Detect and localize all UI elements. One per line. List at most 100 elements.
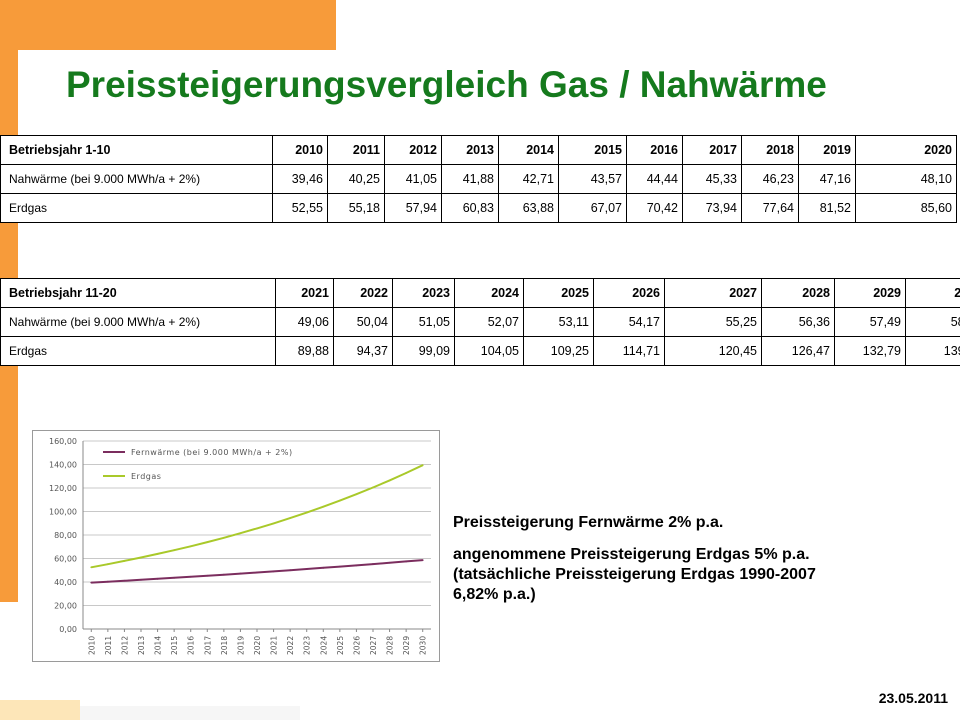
x-tick-label: 2012 [120,636,129,655]
y-tick-label: 120,00 [49,484,77,493]
value-cell: 43,57 [559,165,627,194]
data-point [389,479,391,481]
year-header-cell: 2019 [799,136,856,165]
x-tick-label: 2025 [336,636,345,655]
y-tick-label: 160,00 [49,437,77,446]
data-point [322,567,324,569]
year-header-cell: 2011 [328,136,385,165]
data-point [372,563,374,565]
data-point [223,537,225,539]
value-cell: 44,44 [627,165,683,194]
year-header-cell: 2022 [334,279,393,308]
x-tick-label: 2028 [386,636,395,655]
footer-decor-strip [80,706,300,720]
data-point [256,572,258,574]
value-cell: 53,11 [524,308,594,337]
x-tick-label: 2010 [87,636,96,655]
x-tick-label: 2019 [236,636,245,655]
price-table-years-1-10: Betriebsjahr 1-10 2010 2011 2012 2013 2014 201… [0,135,957,223]
value-cell: 67,07 [559,194,627,223]
x-tick-label: 2013 [137,636,146,655]
data-point [306,512,308,514]
data-point [256,528,258,530]
data-point [190,576,192,578]
date-label: 23.05.2011 [879,690,948,706]
table-row: Erdgas 89,88 94,37 99,09 104,05 109,25 114,71 1… [1,337,960,366]
value-cell: 120,45 [665,337,762,366]
year-header-cell: 2027 [665,279,762,308]
x-tick-label: 2030 [419,636,428,655]
data-point [90,566,92,568]
value-cell: 55,18 [328,194,385,223]
table-row: Nahwärme (bei 9.000 MWh/a + 2%) 39,46 40,2… [1,165,957,194]
value-cell: 132,79 [835,337,906,366]
data-point [289,517,291,519]
y-tick-label: 100,00 [49,508,77,517]
row-label: Nahwärme (bei 9.000 MWh/a + 2%) [1,308,276,337]
year-header-cell: 2029 [835,279,906,308]
value-cell: 85,60 [856,194,957,223]
x-tick-label: 2024 [319,636,328,655]
value-cell: 94,37 [334,337,393,366]
data-point [124,580,126,582]
row-label: Erdgas [1,337,276,366]
data-point [140,579,142,581]
note-fernwaerme: Preissteigerung Fernwärme 2% p.a. [453,513,953,533]
data-point [372,487,374,489]
row-label: Nahwärme (bei 9.000 MWh/a + 2%) [1,165,273,194]
data-point [124,560,126,562]
y-tick-label: 0,00 [59,625,77,634]
data-point [389,562,391,564]
legend-label: Fernwärme (bei 9.000 MWh/a + 2%) [131,448,293,457]
table-header-row: Betriebsjahr 11-20 2021 2022 2023 2024 2025 20… [1,279,960,308]
x-tick-label: 2022 [286,636,295,655]
data-point [405,561,407,563]
x-tick-label: 2023 [303,636,312,655]
year-header-cell: 2023 [393,279,455,308]
value-cell: 81,52 [799,194,856,223]
value-cell: 63,88 [499,194,559,223]
value-cell: 104,05 [455,337,524,366]
value-cell: 51,05 [393,308,455,337]
year-header-cell: 2010 [273,136,328,165]
price-table-years-11-20: Betriebsjahr 11-20 2021 2022 2023 2024 2025 20… [0,278,960,366]
table-header-label: Betriebsjahr 1-10 [1,136,273,165]
data-point [157,578,159,580]
price-line-chart: 0,00 20,00 40,00 60,00 80,00 100,00 120,00 140,… [32,430,440,662]
decor-divider [18,50,336,52]
page-title: Preissteigerungsvergleich Gas / Nahwärme [66,64,827,106]
value-cell: 49,06 [276,308,334,337]
y-tick-label: 80,00 [54,531,77,540]
table-header-row: Betriebsjahr 1-10 2010 2011 2012 2013 2014 201… [1,136,957,165]
year-header-cell: 2020 [856,136,957,165]
value-cell: 39,46 [273,165,328,194]
year-header-cell: 2017 [683,136,742,165]
y-tick-label: 60,00 [54,555,77,564]
note-erdgas: angenommene Preissteigerung Erdgas 5% p.… [453,545,953,605]
x-tick-label: 2026 [352,636,361,655]
year-header-cell: 2016 [627,136,683,165]
value-cell: 73,94 [683,194,742,223]
value-cell: 58,64 [906,308,960,337]
data-point [240,573,242,575]
x-tick-label: 2020 [253,636,262,655]
x-tick-label: 2014 [154,636,163,655]
table-row: Nahwärme (bei 9.000 MWh/a + 2%) 49,06 50,0… [1,308,960,337]
value-cell: 41,05 [385,165,442,194]
value-cell: 42,71 [499,165,559,194]
year-header-cell: 2026 [594,279,665,308]
value-cell: 70,42 [627,194,683,223]
data-point [140,557,142,559]
data-point [356,493,358,495]
data-point [322,506,324,508]
x-tick-label: 2027 [369,636,378,655]
data-point [306,568,308,570]
value-cell: 57,94 [385,194,442,223]
value-cell: 50,04 [334,308,393,337]
year-header-cell: 2024 [455,279,524,308]
data-point [339,500,341,502]
data-point [422,464,424,466]
value-cell: 54,17 [594,308,665,337]
value-cell: 46,23 [742,165,799,194]
x-tick-label: 2011 [104,636,113,655]
